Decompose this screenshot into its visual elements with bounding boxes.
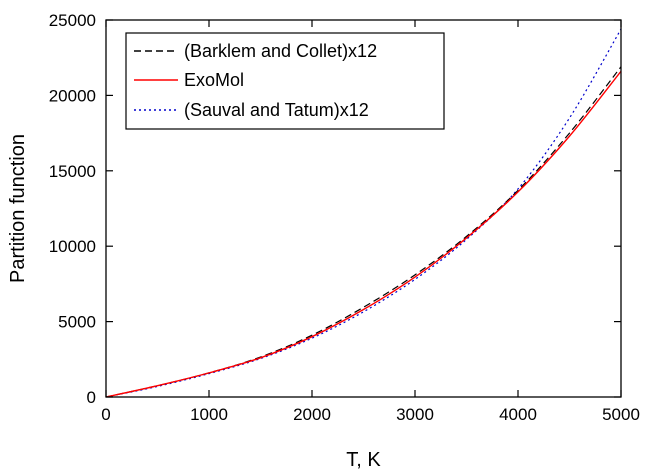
legend: (Barklem and Collet)x12 ExoMol (Sauval and…	[125, 32, 445, 130]
legend-label-0: (Barklem and Collet)x12	[184, 41, 377, 61]
x-tick-label: 4000	[499, 405, 537, 424]
series-line-1	[106, 70, 621, 397]
x-tick-label: 3000	[396, 405, 434, 424]
y-tick-label: 10000	[49, 237, 96, 256]
legend-label-1: ExoMol	[184, 70, 244, 90]
y-tick-label: 25000	[49, 11, 96, 30]
plot-layer	[105, 19, 622, 398]
series-line-2	[106, 28, 621, 397]
y-axis-label: Partition function	[7, 134, 29, 283]
y-tick-label: 5000	[58, 313, 96, 332]
legend-box	[125, 32, 445, 130]
y-tick-label: 20000	[49, 86, 96, 105]
plot-frame	[105, 19, 622, 398]
x-tick-label: 5000	[602, 405, 640, 424]
y-tick-label: 0	[87, 388, 96, 407]
x-axis-label: T, K	[346, 449, 381, 471]
x-tick-label: 1000	[190, 405, 228, 424]
legend-label-2: (Sauval and Tatum)x12	[184, 100, 369, 120]
x-tick-label: 2000	[293, 405, 331, 424]
y-tick-label: 15000	[49, 162, 96, 181]
tick-layer: 0 1000 2000 3000 4000 5000 0 5000 10000 15000 2000…	[49, 11, 640, 424]
series-line-0	[106, 66, 621, 397]
x-tick-label: 0	[101, 405, 110, 424]
